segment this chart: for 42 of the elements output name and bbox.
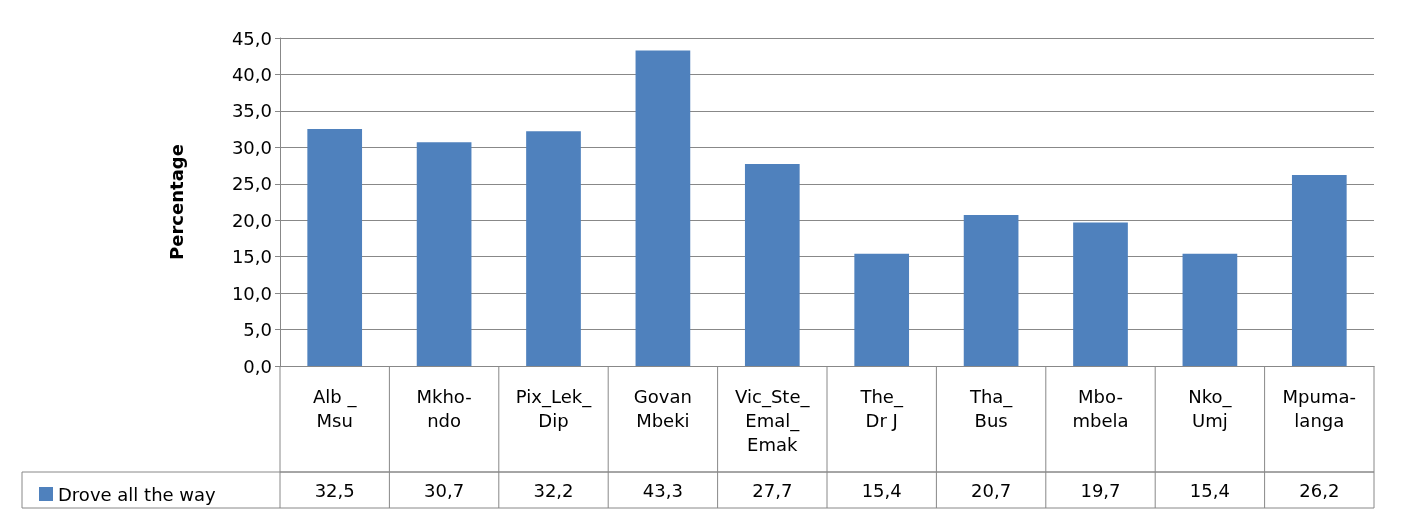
y-tick-label: 25,0 (231, 173, 272, 195)
data-label: 15,4 (1189, 479, 1230, 501)
bar (416, 142, 472, 366)
bar (1182, 253, 1238, 366)
y-tick-label: 0,0 (243, 355, 272, 377)
x-tick-label: Nko_ Umj (1188, 385, 1233, 431)
bar (854, 253, 910, 366)
bar (307, 129, 363, 366)
bar (1073, 222, 1128, 366)
bar (963, 215, 1019, 366)
y-tick-label: 10,0 (231, 282, 272, 304)
y-tick-label: 20,0 (231, 209, 272, 231)
x-tick-label: The_ Dr J (859, 385, 904, 431)
x-tick-label: Govan Mbeki (633, 385, 692, 431)
bar (635, 50, 691, 366)
y-axis-title: Percentage (165, 144, 187, 260)
data-label: 32,5 (314, 479, 355, 501)
bar (1291, 175, 1347, 366)
x-tick-label: Pix_Lek_ Dip (515, 385, 593, 431)
data-label: 26,2 (1299, 479, 1340, 501)
legend-label: Drove all the way (58, 483, 217, 505)
x-tick-label: Tha_ Bus (968, 385, 1014, 431)
data-label: 43,3 (642, 479, 683, 501)
y-tick-label: 35,0 (231, 100, 272, 122)
x-tick-label: Mkho- ndo (416, 385, 472, 431)
y-tick-label: 5,0 (243, 319, 272, 341)
x-tick-label: Mbo- mbela (1072, 385, 1129, 431)
data-label: 30,7 (424, 479, 465, 501)
data-label: 27,7 (752, 479, 793, 501)
x-tick-label: Mpuma- langa (1282, 385, 1357, 431)
y-tick-label: 40,0 (231, 63, 272, 85)
data-label: 19,7 (1080, 479, 1121, 501)
y-tick-label: 45,0 (231, 27, 272, 49)
bar (744, 164, 800, 366)
data-label: 32,2 (533, 479, 574, 501)
x-tick-label: Vic_Ste_ Emal_ Emak (735, 385, 811, 455)
bar (526, 131, 581, 366)
y-tick-label: 15,0 (231, 246, 272, 268)
data-label: 15,4 (861, 479, 902, 501)
data-label: 20,7 (971, 479, 1012, 501)
x-tick-label: Alb _ Msu (312, 385, 358, 431)
y-tick-label: 30,0 (231, 136, 272, 158)
